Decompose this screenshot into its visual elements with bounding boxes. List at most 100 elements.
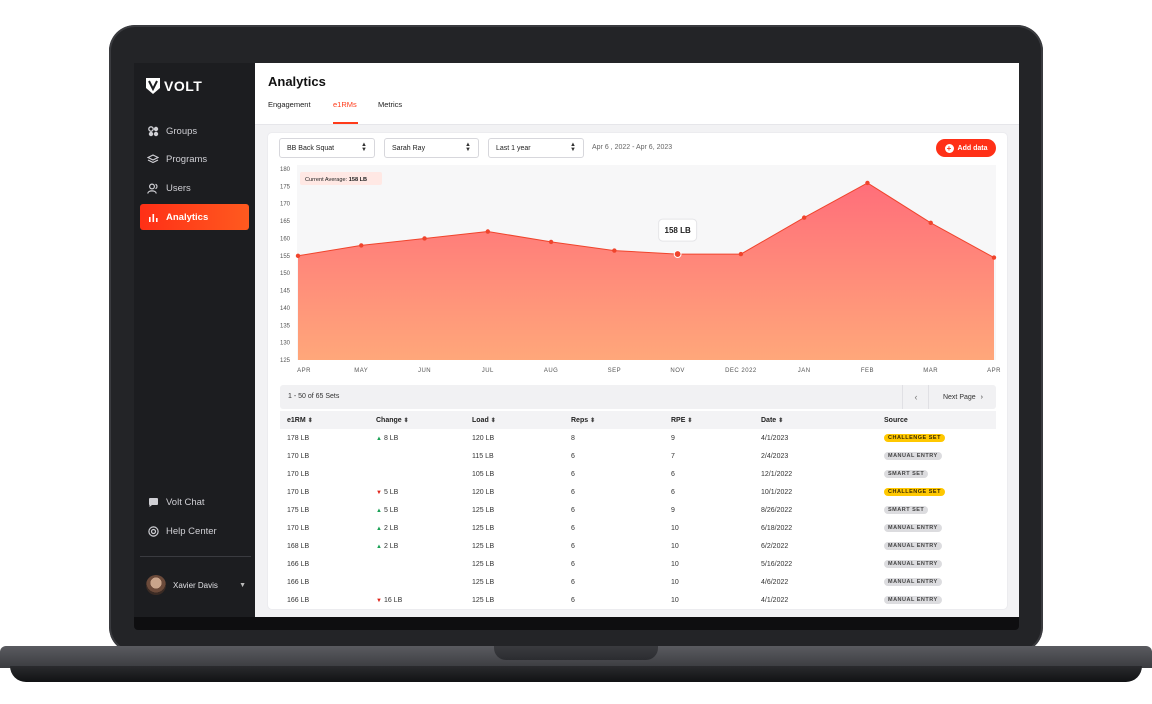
column-header-e1rm[interactable]: e1RM ⬍ <box>287 416 313 424</box>
cell-e1rm: 170 LB <box>287 524 310 532</box>
table-row[interactable]: 170 LB 115 LB 6 7 2/4/2023 MANUAL ENTRY <box>280 447 996 465</box>
chevron-right-icon: › <box>980 393 984 401</box>
chart-point[interactable] <box>295 253 301 259</box>
x-tick-label: FEB <box>861 368 874 374</box>
table-row[interactable]: 166 LB ▼ 16 LB 125 LB 6 10 4/1/2022 MANUAL ENTR… <box>280 591 996 609</box>
exercise-select[interactable]: BB Back Squat ▲ ▼ <box>279 138 375 158</box>
table-row[interactable]: 175 LB ▲ 5 LB 125 LB 6 9 8/26/2022 SMART SET <box>280 501 996 519</box>
sidebar-item-groups[interactable]: Groups <box>140 118 249 144</box>
cell-source: MANUAL ENTRY <box>877 591 996 609</box>
tab-engagement[interactable]: Engagement <box>268 100 311 109</box>
next-page-button[interactable]: Next Page › <box>928 385 997 409</box>
cell-rpe: 9 <box>671 506 675 514</box>
select-arrows-icon: ▲ ▼ <box>465 142 471 153</box>
chart-point[interactable] <box>991 255 997 260</box>
y-tick-label: 140 <box>280 306 291 312</box>
cell-rpe: 10 <box>671 524 679 532</box>
column-header-rpe[interactable]: RPE ⬍ <box>671 416 693 424</box>
table-row[interactable]: 166 LB 125 LB 6 10 4/6/2022 MANUAL ENTRY <box>280 573 996 591</box>
sort-icon: ⬍ <box>687 417 693 424</box>
analytics-card: BB Back Squat ▲ ▼ Sarah Ray ▲ ▼ Last 1 yea… <box>268 133 1007 609</box>
table-row[interactable]: 170 LB ▲ 2 LB 125 LB 6 10 6/18/2022 MANUAL ENTR… <box>280 519 996 537</box>
triangle-up-icon: ▲ <box>376 525 382 532</box>
athlete-select[interactable]: Sarah Ray ▲ ▼ <box>384 138 479 158</box>
cell-rpe: 6 <box>671 488 675 496</box>
chart-point[interactable] <box>928 220 933 226</box>
chart-point[interactable] <box>359 243 364 248</box>
cell-e1rm: 170 LB <box>287 452 310 460</box>
table-row[interactable]: 170 LB 105 LB 6 6 12/1/2022 SMART SET <box>280 465 996 483</box>
x-tick-label: APR <box>987 368 1001 374</box>
cell-load: 125 LB <box>472 506 495 514</box>
previous-page-button[interactable]: ‹ <box>902 385 929 409</box>
chart-series-line <box>297 182 995 259</box>
chart-tooltip: 158 LB <box>658 218 698 242</box>
chart-point[interactable] <box>865 180 870 186</box>
cell-date: 6/2/2022 <box>761 542 789 550</box>
cell-reps: 6 <box>571 524 575 532</box>
add-data-button[interactable]: + Add data <box>936 139 996 157</box>
sidebar: VOLT Groups Programs Users Analytics <box>134 63 255 617</box>
sidebar-item-label: Help Center <box>166 525 217 537</box>
cell-reps: 6 <box>571 506 575 514</box>
x-tick-label: DEC 2022 <box>725 368 757 374</box>
column-header-change[interactable]: Change ⬍ <box>376 416 409 424</box>
sidebar-item-volt-chat[interactable]: Volt Chat <box>140 489 249 515</box>
y-tick-label: 175 <box>280 184 291 190</box>
y-tick-label: 145 <box>280 289 291 295</box>
groups-icon <box>147 125 159 137</box>
column-header-date[interactable]: Date ⬍ <box>761 416 784 424</box>
tab-metrics[interactable]: Metrics <box>378 100 403 109</box>
layers-icon <box>147 153 159 165</box>
cell-change <box>369 555 465 573</box>
cell-reps: 6 <box>571 488 575 496</box>
table-row[interactable]: 168 LB ▲ 2 LB 125 LB 6 10 6/2/2022 MANUAL ENTRY <box>280 537 996 555</box>
x-tick-label: JAN <box>798 368 811 374</box>
x-tick-label: APR <box>297 368 311 374</box>
user-menu[interactable]: Xavier Davis ▼ <box>146 574 246 596</box>
sidebar-item-programs[interactable]: Programs <box>140 146 249 172</box>
period-select[interactable]: Last 1 year ▲ ▼ <box>488 138 584 158</box>
tab-e1rms[interactable]: e1RMs <box>333 100 357 109</box>
chart-point[interactable] <box>612 248 617 253</box>
chart-point[interactable] <box>422 236 427 241</box>
column-header-load[interactable]: Load ⬍ <box>472 416 496 424</box>
table-row[interactable]: 166 LB 125 LB 6 10 5/16/2022 MANUAL ENTRY <box>280 555 996 573</box>
sort-icon: ⬍ <box>307 417 313 424</box>
table-row[interactable]: 178 LB ▲ 8 LB 120 LB 8 9 4/1/2023 CHALLENGE SET <box>280 429 996 447</box>
column-header-source: Source <box>884 416 908 424</box>
x-tick-label: JUL <box>482 368 494 374</box>
y-tick-label: 125 <box>280 358 291 364</box>
change-value: 8 LB <box>383 434 399 442</box>
cell-rpe: 10 <box>671 560 679 568</box>
cell-rpe: 9 <box>671 434 675 442</box>
cell-load: 125 LB <box>472 596 495 604</box>
logo[interactable]: VOLT <box>146 78 202 94</box>
average-value: 158 LB <box>349 177 367 183</box>
chart-point[interactable] <box>485 229 491 234</box>
users-icon <box>147 182 159 194</box>
source-badge: MANUAL ENTRY <box>884 560 942 568</box>
cell-reps: 6 <box>571 470 575 478</box>
chart-point[interactable] <box>801 215 807 220</box>
chart-point[interactable] <box>738 251 744 257</box>
chart-point[interactable] <box>673 250 682 258</box>
column-header-reps[interactable]: Reps ⬍ <box>571 416 596 424</box>
cell-load: 125 LB <box>472 524 495 532</box>
sidebar-item-help-center[interactable]: Help Center <box>140 518 249 544</box>
cell-reps: 6 <box>571 578 575 586</box>
cell-source: CHALLENGE SET <box>877 483 996 501</box>
sidebar-item-users[interactable]: Users <box>140 175 249 201</box>
volt-logo-icon <box>146 78 160 94</box>
cell-rpe: 10 <box>671 578 679 586</box>
active-tab-indicator <box>333 122 358 124</box>
cell-reps: 6 <box>571 560 575 568</box>
sidebar-item-analytics[interactable]: Analytics <box>140 204 249 230</box>
change-value: 16 LB <box>383 596 403 604</box>
cell-reps: 6 <box>571 596 575 604</box>
table-row[interactable]: 170 LB ▼ 5 LB 120 LB 6 6 10/1/2022 CHALLENGE SE… <box>280 483 996 501</box>
tooltip-value: 158 LB <box>665 226 691 235</box>
chart-point[interactable] <box>548 239 554 245</box>
x-tick-label: MAR <box>923 368 938 374</box>
chevron-down-icon[interactable]: ▼ <box>239 581 246 589</box>
